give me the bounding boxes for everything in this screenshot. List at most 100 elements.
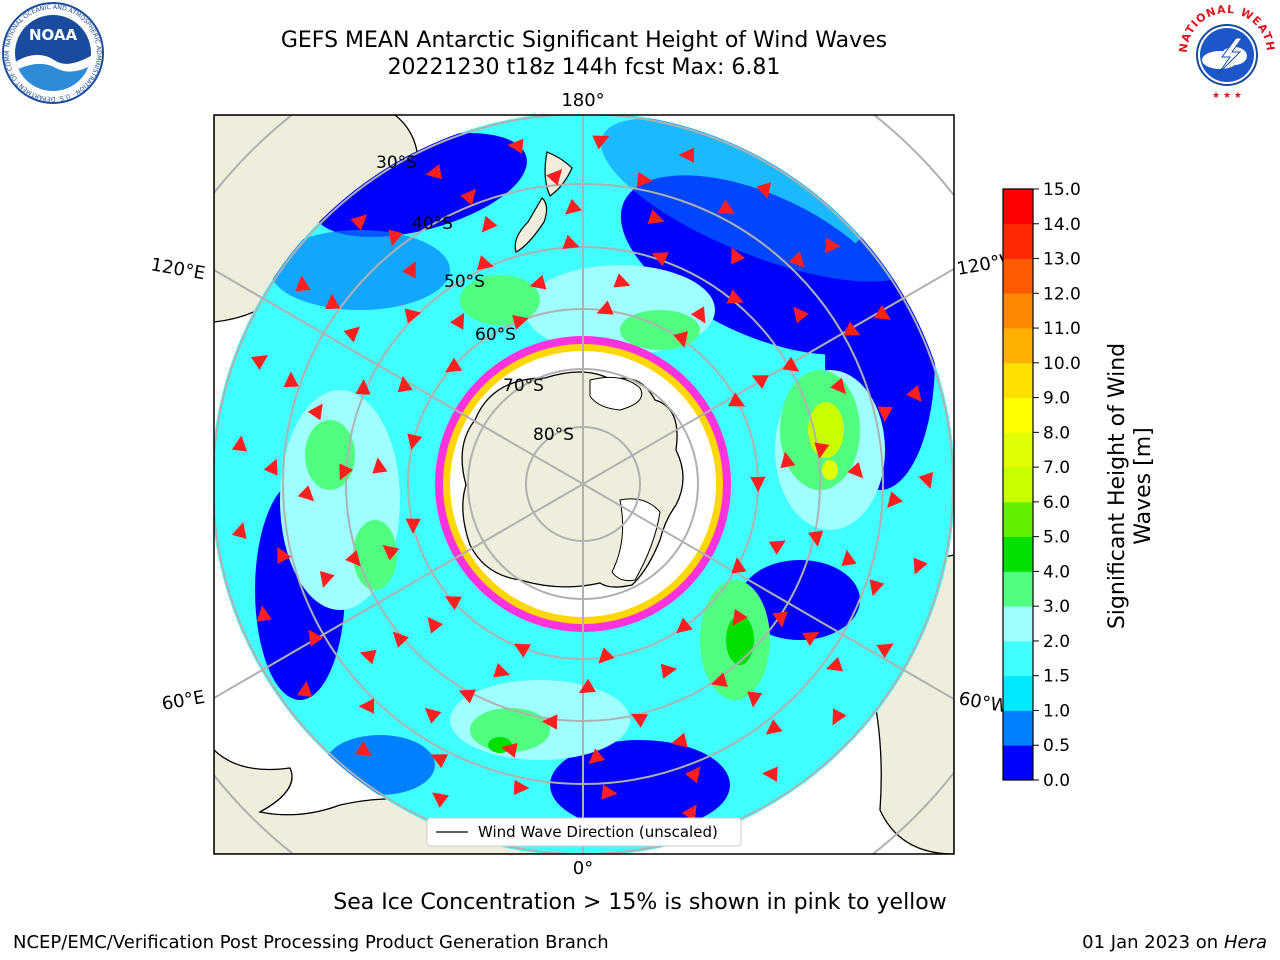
wave-direction-arrow <box>231 435 248 452</box>
wave-direction-arrow <box>513 643 531 658</box>
wave-direction-arrow <box>343 326 360 343</box>
lon-label-120e: 120°E <box>149 254 207 284</box>
wave-direction-arrow <box>601 784 618 800</box>
wave-direction-arrow <box>814 442 830 459</box>
wave-direction-arrow <box>905 385 922 402</box>
colorbar-tick-label: 8.0 <box>1043 423 1070 443</box>
colorbar-segment <box>1003 745 1033 781</box>
colorbar-tick-label: 0.5 <box>1043 736 1070 756</box>
wave-direction-arrow <box>780 451 796 469</box>
chart-title: GEFS MEAN Antarctic Significant Height o… <box>280 28 888 53</box>
wave-direction-arrow <box>481 215 498 233</box>
wave-direction-arrow <box>841 549 857 567</box>
wave-direction-arrow <box>344 549 361 567</box>
wave-direction-arrow <box>598 647 615 664</box>
footer-machine: Hera <box>1223 932 1267 953</box>
footer-date-text: 01 Jan 2023 on <box>1082 932 1219 953</box>
wave-direction-arrow <box>350 214 367 231</box>
wave-direction-arrow <box>407 433 423 451</box>
wave-direction-arrow <box>847 461 864 479</box>
wave-direction-arrow <box>529 274 547 290</box>
wave-direction-arrow <box>562 234 580 250</box>
lat-label-80s: 80°S <box>533 425 574 445</box>
nws-logo-icon: NATIONAL WEATHER SERVICE ★ ★ ★ <box>1176 2 1276 102</box>
colorbar-tick-label: 0.0 <box>1043 771 1070 791</box>
noaa-logo-icon: NATIONAL OCEANIC AND ATMOSPHERIC ADMINIS… <box>2 2 104 104</box>
colorbar-tick-label: 14.0 <box>1043 215 1081 235</box>
wave-direction-arrow <box>830 377 847 395</box>
wave-direction-arrow <box>876 643 894 659</box>
colorbar-segment <box>1003 293 1033 329</box>
wave-direction-arrow <box>445 357 463 373</box>
colorbar-segment <box>1003 675 1033 711</box>
wave-direction-arrow <box>493 662 511 678</box>
wave-direction-arrow <box>660 663 678 679</box>
wave-direction-arrow <box>511 314 529 330</box>
colorbar-segment <box>1003 571 1033 607</box>
wave-direction-arrow <box>802 631 820 647</box>
wave-direction-arrow <box>684 766 701 784</box>
wave-direction-arrow <box>793 306 809 324</box>
wave-direction-arrow <box>843 321 861 336</box>
colorbar-segment <box>1003 606 1033 642</box>
lat-label-60s: 60°S <box>475 325 516 345</box>
wave-direction-arrow <box>732 608 748 626</box>
wave-direction-arrow <box>651 252 669 267</box>
wave-direction-arrow <box>449 312 465 330</box>
colorbar-segment <box>1003 467 1033 503</box>
wave-direction-arrow <box>307 403 323 421</box>
wave-direction-arrow <box>756 182 771 200</box>
footer-date: 01 Jan 2023 on Hera <box>1082 932 1267 953</box>
lat-label-50s: 50°S <box>444 272 485 292</box>
colorbar-tick-label: 11.0 <box>1043 319 1081 339</box>
colorbar-segment <box>1003 189 1033 225</box>
colorbar-tick-label: 3.0 <box>1043 597 1070 617</box>
colorbar-tick-label: 9.0 <box>1043 389 1070 409</box>
wave-direction-arrow <box>297 680 313 698</box>
wave-direction-arrow <box>887 491 904 509</box>
wave-direction-arrow <box>404 308 422 324</box>
wave-direction-arrow <box>747 691 763 708</box>
wave-direction-arrow <box>507 138 524 154</box>
colorbar-tick-label: 1.5 <box>1043 667 1070 687</box>
wave-direction-arrow <box>913 557 928 575</box>
colorbar-segment <box>1003 223 1033 259</box>
wave-direction-arrow <box>788 251 805 268</box>
colorbar-tick-label: 10.0 <box>1043 354 1081 374</box>
wave-direction-arrow <box>397 375 413 393</box>
colorbar: 0.0 0.5 1.0 1.5 2.0 3.0 4.0 5.0 6.0 7.0 8.0 9.0 10.0… <box>1002 180 1081 791</box>
wave-direction-arrow <box>476 255 494 271</box>
wave-direction-arrow <box>458 689 477 704</box>
wave-direction-arrow <box>751 375 769 390</box>
wave-direction-arrow <box>546 169 563 186</box>
colorbar-segment <box>1003 501 1033 538</box>
colorbar-tick-label: 1.0 <box>1043 701 1070 721</box>
wave-direction-arrow <box>354 741 373 757</box>
wave-direction-arrow <box>772 611 788 628</box>
wave-direction-arrow <box>308 629 324 647</box>
wave-direction-arrow <box>359 649 377 665</box>
wave-direction-arrow <box>277 546 292 565</box>
wave-direction-arrow <box>513 779 530 796</box>
wave-direction-arrow <box>427 616 444 634</box>
wave-direction-arrow <box>372 457 388 474</box>
wave-direction-arrow <box>647 209 665 225</box>
colorbar-segment <box>1003 397 1033 433</box>
wave-direction-arrow <box>825 656 843 672</box>
colorbar-tick-label: 12.0 <box>1043 284 1081 304</box>
svg-text:NOAA: NOAA <box>29 26 78 44</box>
lat-label-30s: 30°S <box>376 153 417 173</box>
wave-direction-arrow <box>355 378 371 395</box>
wave-direction-arrow <box>873 305 891 320</box>
wave-direction-arrow <box>630 713 649 728</box>
wave-direction-arrow <box>676 617 693 634</box>
wave-direction-arrow <box>596 300 614 315</box>
wave-direction-arrow <box>690 306 706 324</box>
map-legend: Wind Wave Direction (unscaled) <box>426 817 742 847</box>
wave-direction-arrow <box>918 471 934 490</box>
colorbar-segment <box>1003 640 1033 677</box>
wave-direction-arrow <box>761 766 778 782</box>
wave-direction-arrow <box>250 354 269 370</box>
wave-direction-arrow <box>636 171 653 188</box>
